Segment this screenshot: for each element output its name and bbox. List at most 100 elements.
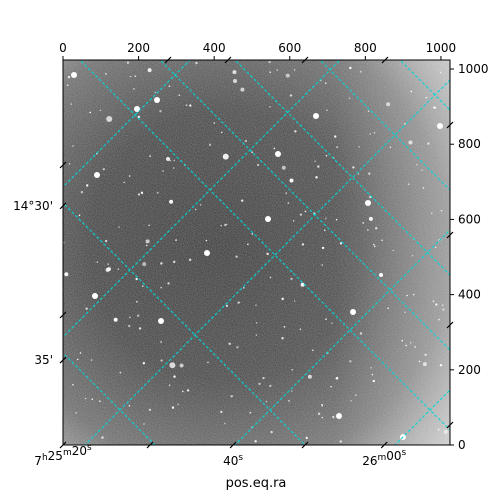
ra-tick-label: 40s (223, 453, 243, 468)
star (324, 82, 327, 84)
star (225, 304, 229, 308)
bright-star (313, 113, 319, 119)
star (299, 328, 302, 331)
star (330, 385, 332, 388)
star (225, 223, 228, 226)
star (373, 243, 375, 246)
star (370, 366, 372, 369)
star (79, 352, 82, 354)
dec-tick (59, 356, 67, 364)
star (154, 91, 157, 94)
star (186, 389, 190, 392)
star (213, 122, 216, 124)
bright-star (92, 293, 98, 299)
star (404, 122, 406, 125)
star (401, 339, 404, 342)
star (336, 146, 338, 148)
star (386, 102, 391, 107)
star (389, 146, 392, 149)
star (146, 244, 148, 247)
star (126, 61, 130, 64)
star (173, 159, 176, 162)
star (194, 208, 197, 211)
star (86, 184, 89, 187)
star (64, 272, 69, 277)
star (425, 96, 428, 99)
ra-tick (229, 441, 237, 449)
star (230, 395, 233, 398)
dec-tick (59, 202, 67, 210)
grid-edge-tick (446, 121, 454, 129)
bright-star (336, 413, 342, 419)
star (135, 277, 138, 281)
bright-star (365, 200, 371, 206)
plot-frame (62, 59, 451, 446)
star (143, 423, 145, 425)
star (96, 261, 99, 263)
star (102, 167, 106, 171)
coordinate-grid (63, 60, 450, 445)
star (168, 85, 171, 88)
star (258, 382, 261, 386)
star (89, 111, 92, 114)
star (410, 90, 413, 93)
star (149, 155, 151, 157)
star (335, 376, 339, 380)
grid-line (319, 60, 450, 191)
star (72, 145, 74, 147)
star (439, 71, 442, 74)
star (123, 181, 126, 184)
star (107, 263, 109, 265)
star (136, 300, 138, 303)
star (142, 262, 147, 267)
ra-tick (380, 441, 388, 449)
star (222, 153, 229, 160)
star (242, 287, 245, 289)
star (300, 282, 305, 287)
star (251, 151, 253, 153)
star (84, 397, 87, 400)
star (156, 191, 159, 194)
dec-tick-label: 14°30' (13, 199, 53, 213)
star (348, 97, 351, 100)
star (434, 246, 437, 249)
star (414, 346, 417, 348)
star (325, 318, 327, 320)
star (199, 204, 202, 206)
star (301, 243, 305, 246)
star (247, 243, 249, 246)
grid-edge-tick (59, 311, 67, 319)
right-tick-label: 0 (458, 438, 466, 452)
grid-edge-tick (224, 56, 232, 64)
right-tick-label: 200 (458, 363, 481, 377)
bright-star (350, 309, 356, 315)
sky-image-panel (63, 60, 450, 445)
star (440, 209, 443, 212)
star (326, 109, 328, 111)
star (293, 300, 296, 302)
star (128, 324, 131, 328)
grid-line (63, 202, 306, 445)
star (352, 166, 355, 169)
grid-line (84, 79, 450, 445)
star (331, 322, 333, 324)
star (171, 406, 175, 409)
star (188, 258, 192, 262)
grid-line (234, 60, 450, 276)
star (128, 175, 131, 177)
grid-edge-tick (59, 161, 67, 169)
star (307, 374, 312, 379)
bright-star (154, 97, 160, 103)
star (281, 165, 286, 170)
star (293, 69, 296, 71)
star (323, 229, 326, 232)
star (412, 293, 415, 296)
star (220, 131, 223, 134)
star (372, 379, 375, 383)
star (90, 359, 93, 361)
star (119, 371, 122, 374)
star (68, 163, 71, 165)
grid-edge-tick (301, 56, 309, 64)
star (205, 239, 208, 242)
